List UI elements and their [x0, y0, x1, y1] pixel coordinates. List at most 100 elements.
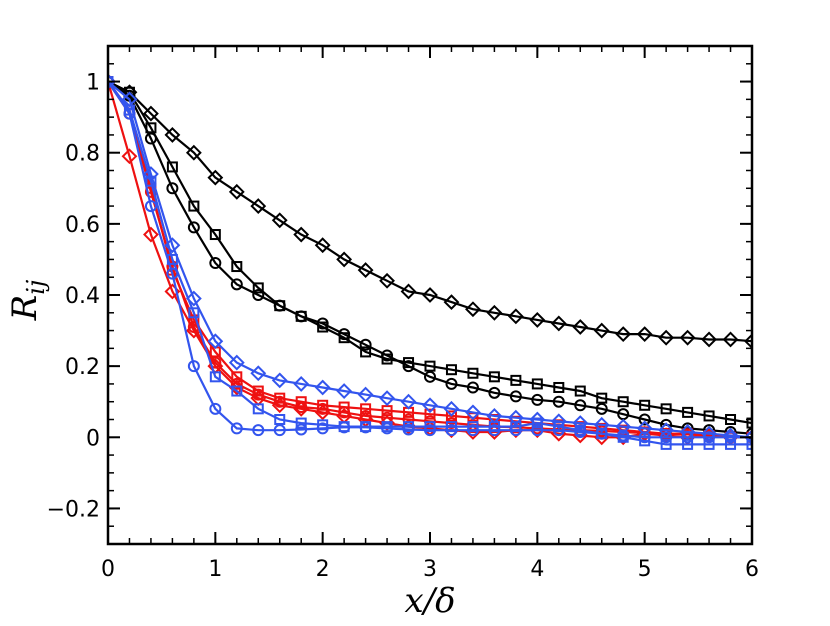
diamond-marker — [636, 420, 653, 437]
series-9 — [108, 75, 752, 444]
ticks-layer: 0 1 2 3 4 5 6 −0.2 0 0.2 0.4 0.6 0.8 1 — [47, 45, 759, 582]
diamond-marker — [185, 144, 202, 161]
circle-marker — [509, 424, 522, 437]
circle-marker — [574, 425, 587, 438]
square-marker — [145, 175, 157, 187]
y-axis-label: Rij — [5, 279, 50, 321]
circle-marker — [359, 421, 372, 434]
diamond-marker — [164, 127, 181, 143]
x-tick-label: 3 — [423, 557, 437, 582]
diamond-marker — [422, 397, 438, 414]
square-marker — [596, 392, 608, 404]
circle-marker — [273, 424, 286, 437]
diamond-marker — [336, 251, 353, 268]
square-marker — [510, 374, 522, 386]
circle-marker — [531, 424, 544, 437]
y-axis-label-main: R — [5, 295, 45, 322]
diamond-marker — [529, 311, 546, 328]
diamond-marker — [207, 169, 224, 186]
circle-marker — [252, 289, 265, 301]
diamond-marker — [185, 290, 202, 307]
diamond-marker — [400, 283, 417, 300]
circle-marker — [488, 386, 501, 399]
circle-marker — [466, 381, 479, 394]
square-marker — [660, 438, 672, 450]
circle-marker — [638, 431, 651, 444]
y-tick-label: 0.8 — [65, 142, 100, 167]
square-marker — [639, 399, 651, 411]
diamond-marker — [379, 272, 395, 289]
diamond-marker — [507, 308, 524, 325]
square-marker — [574, 385, 586, 397]
y-tick-label: 0 — [86, 426, 100, 451]
square-marker — [252, 282, 264, 294]
y-tick-label: −0.2 — [47, 497, 100, 522]
circle-marker — [252, 424, 265, 437]
square-marker — [188, 200, 200, 212]
diamond-marker — [314, 379, 331, 396]
series-7 — [108, 73, 752, 446]
series-3 — [108, 75, 752, 440]
series-line — [108, 80, 752, 439]
circle-marker — [166, 267, 179, 280]
diamond-marker — [357, 262, 374, 279]
square-marker — [252, 403, 264, 415]
square-marker — [445, 364, 457, 376]
circle-marker — [273, 299, 286, 312]
series-line — [108, 80, 752, 343]
diamond-marker — [679, 329, 696, 346]
diamond-marker — [314, 237, 331, 254]
square-marker — [188, 307, 200, 319]
y-tick-label: 0.6 — [65, 213, 100, 238]
circle-marker — [488, 424, 501, 437]
circle-marker — [295, 423, 308, 436]
square-marker — [703, 410, 715, 422]
diamond-marker — [143, 105, 159, 122]
circle-marker — [595, 402, 608, 415]
diamond-marker — [636, 326, 653, 343]
square-marker — [166, 161, 178, 173]
circle-marker — [166, 182, 179, 195]
diamond-marker — [228, 183, 245, 200]
circle-marker — [252, 388, 265, 401]
series-1 — [108, 73, 752, 350]
circle-marker — [295, 401, 308, 414]
square-marker — [424, 408, 436, 420]
circle-marker — [402, 360, 415, 373]
square-marker — [424, 360, 436, 372]
diamond-marker — [465, 301, 481, 318]
diamond-marker — [293, 226, 310, 243]
square-marker — [274, 414, 286, 425]
square-marker — [295, 417, 307, 429]
series-line — [108, 81, 752, 439]
circle-marker — [295, 310, 308, 323]
diamond-marker — [143, 226, 159, 243]
diamond-marker — [250, 198, 267, 214]
diamond-marker — [400, 393, 417, 410]
circle-marker — [509, 390, 522, 403]
series-6 — [108, 75, 752, 444]
series-line — [108, 80, 752, 446]
circle-marker — [574, 399, 587, 412]
circle-marker — [402, 423, 415, 436]
diamond-marker — [121, 148, 138, 165]
series-layer — [108, 73, 752, 450]
series-line — [108, 80, 752, 439]
diamond-marker — [271, 372, 288, 389]
square-marker — [231, 371, 243, 383]
square-marker — [231, 261, 243, 273]
series-2 — [108, 76, 752, 429]
series-line — [108, 80, 752, 435]
series-line — [108, 80, 752, 439]
circle-marker — [338, 328, 351, 341]
x-tick-label: 6 — [745, 557, 759, 582]
circle-marker — [144, 132, 157, 145]
circle-marker — [359, 338, 372, 351]
diamond-marker — [486, 304, 503, 321]
circle-marker — [552, 395, 565, 408]
circle-marker — [316, 402, 329, 415]
diamond-marker — [379, 390, 395, 407]
circle-marker — [230, 278, 243, 291]
square-marker — [682, 438, 694, 450]
